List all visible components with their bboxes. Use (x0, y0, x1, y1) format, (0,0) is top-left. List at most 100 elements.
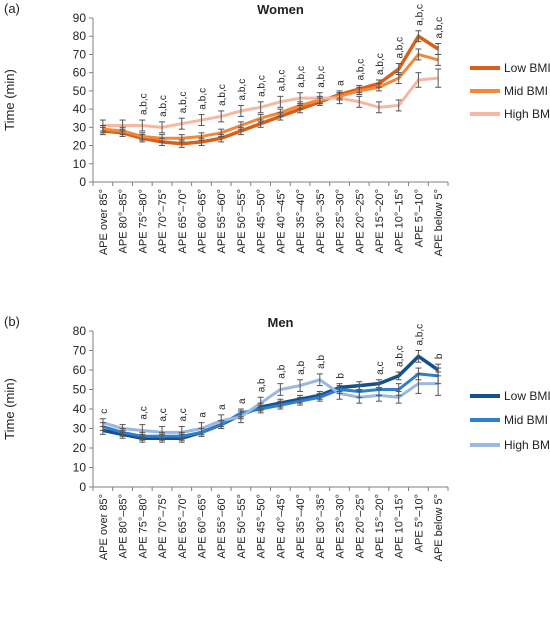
series-line-high-bmi (102, 378, 439, 434)
x-tick-label: APE 15°–20° (374, 189, 386, 253)
x-tick-label: APE 70°–75° (157, 494, 169, 558)
error-bar (257, 396, 264, 410)
chart-panel-men: (b) Men Time (min) 0 10 20 30 40 50 60 70 80 APE ove… (2, 314, 550, 561)
significance-label: a (197, 412, 208, 418)
error-bar (277, 108, 284, 117)
x-tick-label: APE 55°–60° (216, 189, 228, 253)
y-tick-label: 40 (73, 102, 87, 116)
significance-label: a (217, 404, 228, 410)
y-tick-label: 60 (73, 66, 87, 80)
significance-label: a,b,c (217, 84, 228, 106)
error-bar (435, 53, 442, 66)
significance-label: a,b (276, 364, 287, 378)
y-tick-label: 50 (73, 84, 87, 98)
error-bar (356, 86, 363, 96)
error-bar (198, 132, 205, 141)
x-tick-label: APE 65°–70° (177, 189, 189, 253)
legend-item: Mid BMI (470, 84, 548, 98)
error-bar (218, 110, 225, 123)
series-line-mid-bmi (102, 372, 439, 438)
y-tick-label: 70 (73, 47, 87, 61)
legend-item: Low BMI (470, 61, 550, 75)
x-tick-label: APE 5°–10° (413, 494, 425, 552)
x-tick-label: APE 25°–30° (335, 494, 347, 558)
significance-label: c (99, 409, 110, 414)
error-bar (99, 418, 106, 428)
x-tick-label: APE 55°–60° (216, 494, 228, 558)
legend-item: Mid BMI (470, 413, 548, 427)
x-tick-label: APE 25°–30° (335, 189, 347, 253)
x-tick-label: APE 80°–85° (118, 494, 130, 558)
y-tick-label: 90 (73, 11, 87, 25)
y-tick-label: 0 (79, 175, 86, 189)
error-bar (139, 132, 146, 141)
error-bar (297, 92, 304, 105)
error-bar (237, 410, 244, 424)
error-bar (277, 400, 284, 410)
error-bar (257, 114, 264, 123)
legend-label: High BMI (504, 107, 550, 121)
error-bar (415, 48, 422, 61)
x-tick-label: APE 45°–50° (256, 494, 268, 558)
y-tick-label: 10 (73, 157, 87, 171)
significance-label: a,b,c (257, 75, 268, 97)
series-line-low-bmi (102, 354, 440, 440)
error-bar (198, 114, 205, 127)
panel-label: (a) (4, 1, 20, 16)
error-bar (277, 95, 284, 108)
significance-label: a,b,c (414, 4, 425, 26)
significance-label: a,b,c (375, 53, 386, 75)
significance-label: a,b (257, 378, 268, 392)
significance-label: a,b,c (395, 345, 406, 367)
x-tick-label: APE 35°–40° (295, 494, 307, 558)
error-bar (336, 387, 343, 400)
error-bar (395, 390, 402, 404)
legend-item: Low BMI (470, 389, 550, 403)
significance-label: a,b,c (276, 70, 287, 92)
significance-label: a,b,c (434, 17, 445, 39)
x-tick-label: APE 75°–80° (137, 494, 149, 558)
significance-label: a,b,c (138, 93, 149, 115)
x-tick-label: APE 70°–75° (157, 189, 169, 253)
x-tick-label: APE 80°–85° (118, 189, 130, 253)
significance-label: a,c (138, 406, 149, 419)
error-bar (257, 101, 264, 114)
error-bar (395, 72, 402, 85)
y-tick-label: 80 (73, 29, 87, 43)
error-bar (356, 95, 363, 108)
chart-title: Men (268, 315, 294, 330)
error-bar (415, 72, 422, 88)
x-tick-label: APE 75°–80° (137, 189, 149, 253)
error-bar (178, 426, 185, 439)
y-tick-label: 20 (73, 441, 87, 455)
y-tick-label: 60 (73, 363, 87, 377)
significance-label: a,c (178, 408, 189, 421)
x-tick-label: APE 50°–55° (236, 494, 248, 558)
error-bar (159, 426, 166, 439)
legend-label: Low BMI (504, 61, 550, 75)
y-tick-label: 30 (73, 120, 87, 134)
legend-label: Mid BMI (504, 413, 548, 427)
x-tick-label: APE 30°–35° (315, 189, 327, 253)
error-bar (99, 119, 106, 132)
x-tick-label: APE 60°–65° (196, 494, 208, 558)
error-bar (178, 134, 185, 143)
significance-label: a,b,c (178, 92, 189, 114)
panel-label: (b) (4, 314, 20, 329)
x-tick-label: APE 50°–55° (236, 189, 248, 253)
error-bar (316, 373, 323, 387)
error-bar (159, 121, 166, 134)
y-axis-label: Time (min) (2, 69, 17, 131)
significance-label: a,b,c (158, 95, 169, 117)
y-tick-label: 10 (73, 461, 87, 475)
y-tick-label: 80 (73, 324, 87, 338)
significance-label: a,b (296, 360, 307, 374)
error-bar (139, 424, 146, 437)
x-tick-label: APE 45°–50° (256, 189, 268, 253)
legend-label: Low BMI (504, 389, 550, 403)
error-bar (277, 383, 284, 396)
y-tick-label: 40 (73, 402, 87, 416)
error-bar (198, 422, 205, 435)
error-bar (375, 389, 382, 402)
